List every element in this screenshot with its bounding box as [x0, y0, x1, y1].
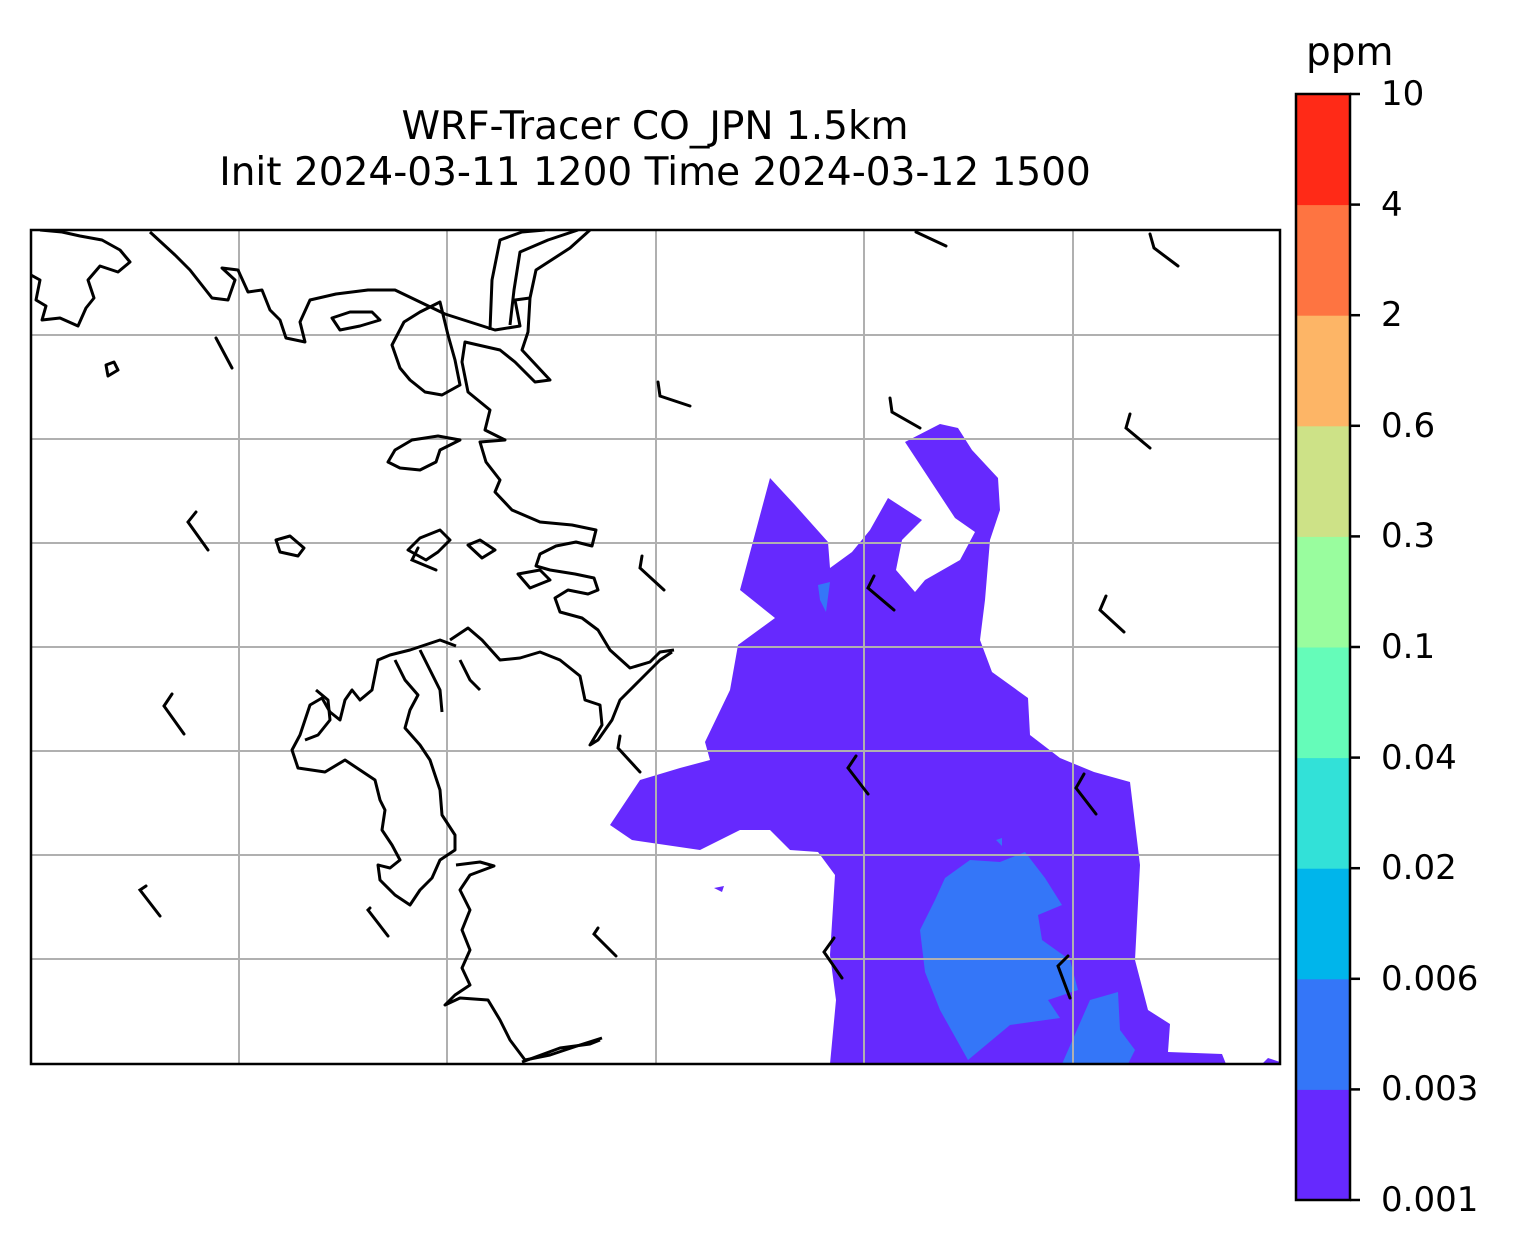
colorbar-tick-label: 0.02 [1381, 848, 1457, 889]
coastline-northwest [31, 230, 132, 328]
coastline-island-c [466, 538, 497, 560]
colorbar-tick-label: 0.001 [1381, 1180, 1479, 1220]
wind-barb [656, 380, 692, 408]
coastline-island-west [104, 360, 120, 378]
coastline-north-peninsula [148, 230, 675, 670]
coastline-island-d [516, 568, 552, 590]
coastlines [31, 230, 675, 1064]
colorbar-tick-label: 0.3 [1381, 516, 1436, 557]
colorbar-band [1296, 425, 1350, 537]
wind-barb [409, 546, 438, 572]
wind-barb [866, 574, 896, 612]
colorbar-band [1296, 757, 1350, 869]
coastline-bay-north-lobe [528, 230, 592, 299]
map-frame [29, 228, 1282, 1066]
coastline-southwest-complex [290, 638, 457, 907]
coastline-central-islands [386, 434, 462, 472]
wind-barb [846, 754, 870, 796]
colorbar-tick-label: 0.1 [1381, 627, 1436, 667]
wind-barb [366, 906, 390, 938]
colorbar-band [1296, 978, 1350, 1090]
coastline-south-tip [521, 1038, 601, 1064]
colorbar-band [1296, 868, 1350, 980]
wind-barb [1148, 232, 1180, 268]
map-content [31, 230, 1280, 1064]
wind-barb [1098, 594, 1126, 634]
wind-barb [162, 692, 186, 736]
coastline-inlet-1 [330, 310, 382, 332]
colorbar-band [1296, 1089, 1350, 1201]
colorbar-tick-label: 0.006 [1381, 958, 1479, 999]
colorbar-band [1296, 204, 1350, 316]
colorbar-tick-label: 0.003 [1381, 1069, 1479, 1110]
colorbar-unit-label: ppm [1306, 30, 1394, 75]
coastline-inner-bay [488, 230, 579, 331]
colorbar-band [1296, 94, 1350, 206]
map-title: WRF-Tracer CO_JPN 1.5km Init 2024-03-11 … [0, 104, 1310, 196]
wind-barb [888, 396, 922, 430]
colorbar-band [1296, 536, 1350, 648]
co-region-level-2-dot [996, 838, 1002, 846]
wind-barb [214, 336, 234, 370]
coastline-island-mid [274, 534, 306, 558]
coastline-island-b [406, 528, 452, 562]
wind-barb [1124, 412, 1152, 450]
wind-barb [914, 230, 948, 248]
wind-barbs [137, 230, 1180, 1000]
map-gridlines [31, 230, 1280, 1064]
colorbar-ticks [1350, 92, 1360, 1202]
colorbar-tick-label: 4 [1381, 184, 1403, 225]
title-line-2: Init 2024-03-11 1200 Time 2024-03-12 150… [219, 150, 1091, 195]
colorbar-tick-label: 2 [1381, 295, 1403, 336]
co-region-level-2-spot [818, 582, 830, 612]
colorbar-tick-label: 0.04 [1381, 737, 1457, 778]
wind-barb [1056, 954, 1072, 1000]
colorbar [1296, 94, 1350, 1201]
co-region-level-2 [920, 852, 1078, 1060]
wind-barb [1074, 772, 1098, 816]
coastline-south-strait [443, 860, 603, 1062]
wind-barb [137, 884, 162, 918]
co-region-level-1-fleck [714, 886, 724, 892]
wind-barb [616, 734, 642, 774]
co-region-level-1 [610, 424, 1226, 1064]
title-line-1: WRF-Tracer CO_JPN 1.5km [401, 104, 909, 149]
colorbar-band [1296, 647, 1350, 759]
wind-barb [592, 926, 618, 958]
wind-barb [186, 510, 210, 552]
coastline-central-peninsula [449, 626, 673, 747]
wind-barb [638, 554, 666, 592]
colorbar-tick-label: 10 [1381, 74, 1425, 114]
co-region-level-1-edge [1262, 1058, 1280, 1064]
coastline-inlet-2 [390, 300, 462, 397]
colorbar-tick-label: 0.6 [1381, 405, 1436, 446]
colorbar-band [1296, 315, 1350, 427]
wind-barb [822, 936, 844, 980]
co-region-level-2-south [1062, 992, 1135, 1064]
coastline-bay-west [304, 688, 332, 742]
coastline-inner-loop [418, 649, 482, 713]
